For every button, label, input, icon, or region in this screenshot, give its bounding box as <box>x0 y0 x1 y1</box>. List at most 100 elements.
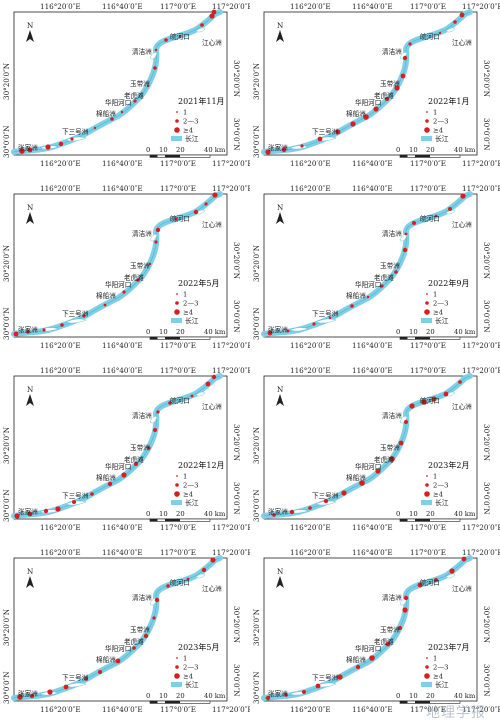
north-arrow-icon <box>276 30 284 42</box>
sighting-dot <box>14 513 20 519</box>
place-label-mianchuanzhou: 棉船洲 <box>96 473 116 482</box>
sighting-dot <box>412 221 416 225</box>
sighting-dot <box>29 693 35 699</box>
x-tick-bottom-1: 116°20′0″E <box>40 159 81 168</box>
sighting-dot <box>90 492 94 496</box>
legend-river-swatch <box>171 136 182 141</box>
legend-label-4: 长江 <box>435 680 449 689</box>
yangtze-river <box>11 191 223 337</box>
x-tick-bottom-3: 117°0′0″E <box>410 705 446 714</box>
x-tick-bottom-3: 117°0′0″E <box>160 341 196 350</box>
place-label-jiangxinzhou: 江心洲 <box>452 221 472 229</box>
scale-bar: 0 10 20 40 km <box>146 146 226 158</box>
sighting-dot <box>434 214 438 218</box>
sighting-dot <box>200 23 204 27</box>
place-label-laohutan: 老虎滩 <box>374 455 394 464</box>
river-island <box>399 52 408 60</box>
sighting-dot <box>122 290 126 294</box>
panel-map-svg: 皖河口 江心洲 清洁洲 玉带洲 老虎滩 华阳河口 棉船洲 下三号洲 张家洲 N … <box>252 184 500 350</box>
y-tick-right-2: 30°0′0″N <box>232 300 241 333</box>
y-tick-right-2: 30°0′0″N <box>232 482 241 515</box>
legend-label-2: 2—3 <box>183 664 198 672</box>
sighting-dot <box>211 9 217 15</box>
place-label-qingjiezhou: 清洁洲 <box>132 411 152 420</box>
x-tick-top-3: 117°0′0″E <box>410 366 446 375</box>
place-label-qingjiezhou: 清洁洲 <box>132 47 152 56</box>
sighting-dots <box>19 9 217 154</box>
legend-label-4: 长江 <box>435 134 449 143</box>
x-tick-top-4: 117°20′0″E <box>462 2 500 11</box>
scale-bar: 0 10 20 40 km <box>396 510 476 522</box>
place-label-wanhekou: 皖河口 <box>170 396 190 405</box>
scale-tick-0: 0 <box>396 692 400 700</box>
river-island <box>65 682 87 688</box>
sighting-dots <box>265 556 467 701</box>
sighting-dot <box>103 303 107 307</box>
x-tick-top-3: 117°0′0″E <box>410 184 446 193</box>
x-tick-top-3: 117°0′0″E <box>160 366 196 375</box>
north-arrow-icon <box>26 576 34 588</box>
place-label-qingjiezhou: 清洁洲 <box>132 593 152 602</box>
legend-marker-large <box>424 673 430 679</box>
y-tick-right-1: 30°20′0″N <box>232 424 241 461</box>
y-tick-left-2: 30°0′0″N <box>2 672 11 705</box>
scale-tick-10: 10 <box>409 510 418 518</box>
place-label-jiangxinzhou: 江心洲 <box>452 585 472 593</box>
scale-end-label: 40 km <box>454 692 476 700</box>
north-label: N <box>27 385 33 394</box>
place-label-xiasanhaozhou: 下三号洲 <box>62 674 89 682</box>
scale-tick-10: 10 <box>409 328 418 336</box>
place-label-yudaizhou: 玉带洲 <box>380 444 400 452</box>
sighting-dot <box>98 670 102 674</box>
place-label-xiasanhaozhou: 下三号洲 <box>62 128 89 136</box>
sighting-dot <box>350 121 356 127</box>
x-tick-top-3: 117°0′0″E <box>410 548 446 557</box>
x-tick-bottom-3: 117°0′0″E <box>410 159 446 168</box>
y-tick-right-2: 30°0′0″N <box>232 664 241 697</box>
sighting-dot <box>155 227 161 233</box>
scale-tick-10: 10 <box>409 692 418 700</box>
sighting-dot <box>312 322 316 326</box>
legend-marker-medium <box>175 665 179 669</box>
map-panel: 皖河口 江心洲 清洁洲 玉带洲 老虎滩 华阳河口 棉船洲 下三号洲 张家洲 N … <box>250 364 500 546</box>
x-tick-top-3: 117°0′0″E <box>410 2 446 11</box>
panel-map-svg: 皖河口 江心洲 清洁洲 玉带洲 老虎滩 华阳河口 棉船洲 下三号洲 张家洲 N … <box>2 2 250 168</box>
place-label-jiangxinzhou: 江心洲 <box>452 39 472 47</box>
river-island <box>149 234 158 242</box>
scale-tick-20: 20 <box>426 328 435 336</box>
place-label-laohutan: 老虎滩 <box>374 637 394 646</box>
sighting-dot <box>335 129 341 135</box>
place-label-xiasanhaozhou: 下三号洲 <box>312 492 339 500</box>
place-label-jiangxinzhou: 江心洲 <box>202 221 222 229</box>
x-tick-top-1: 116°20′0″E <box>290 2 331 11</box>
sighting-dot <box>212 192 218 198</box>
place-labels: 皖河口 江心洲 清洁洲 玉带洲 老虎滩 华阳河口 棉船洲 下三号洲 张家洲 <box>18 396 222 516</box>
sighting-dot <box>26 330 30 334</box>
north-arrow: N <box>276 21 284 42</box>
sighting-dot <box>409 403 415 409</box>
map-legend: 1 2—3 ≥4 长江 <box>421 655 449 689</box>
y-tick-left-1: 30°20′0″N <box>2 63 11 100</box>
river-island <box>445 209 456 215</box>
place-label-wanhekou: 皖河口 <box>420 578 440 587</box>
x-tick-bottom-1: 116°20′0″E <box>40 341 81 350</box>
legend-river-swatch <box>421 318 432 323</box>
scale-tick-10: 10 <box>159 146 168 154</box>
scale-bar-seg-1 <box>150 155 158 158</box>
y-tick-left-1: 30°20′0″N <box>252 609 261 646</box>
x-tick-top-4: 117°20′0″E <box>212 548 250 557</box>
sighting-dot <box>82 314 86 318</box>
map-legend: 1 2—3 ≥4 长江 <box>171 109 199 143</box>
north-arrow-icon <box>276 212 284 224</box>
north-arrow: N <box>26 567 34 588</box>
sighting-dot <box>134 462 138 466</box>
x-tick-bottom-4: 117°20′0″E <box>462 159 500 168</box>
sighting-dot <box>438 31 442 35</box>
x-tick-bottom-2: 116°40′0″E <box>102 705 143 714</box>
sighting-dot <box>201 567 207 573</box>
scale-tick-10: 10 <box>159 692 168 700</box>
sighting-dot <box>154 240 158 244</box>
sighting-dot <box>402 247 408 253</box>
sighting-dot <box>70 137 74 141</box>
place-label-huayanghekou: 华阳河口 <box>105 98 131 107</box>
